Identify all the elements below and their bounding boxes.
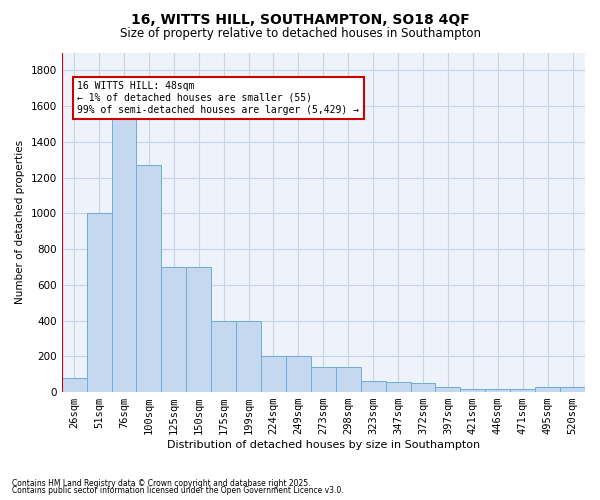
Text: 16 WITTS HILL: 48sqm
← 1% of detached houses are smaller (55)
99% of semi-detach: 16 WITTS HILL: 48sqm ← 1% of detached ho… [77,82,359,114]
Bar [361,382,386,392]
Bar [535,386,560,392]
Bar [112,110,136,392]
Text: Contains public sector information licensed under the Open Government Licence v3: Contains public sector information licen… [12,486,344,495]
Bar [286,356,311,392]
Bar [336,367,361,392]
Bar [485,388,510,392]
Bar [510,388,535,392]
Bar [261,356,286,392]
Text: Size of property relative to detached houses in Southampton: Size of property relative to detached ho… [119,28,481,40]
Bar [311,367,336,392]
Bar [62,378,86,392]
Bar [211,320,236,392]
Bar [161,267,186,392]
Bar [86,214,112,392]
Text: Contains HM Land Registry data © Crown copyright and database right 2025.: Contains HM Land Registry data © Crown c… [12,478,311,488]
Bar [436,386,460,392]
Bar [460,388,485,392]
Bar [186,267,211,392]
Bar [410,383,436,392]
Bar [236,320,261,392]
Bar [136,165,161,392]
Bar [560,386,585,392]
Y-axis label: Number of detached properties: Number of detached properties [15,140,25,304]
Bar [386,382,410,392]
X-axis label: Distribution of detached houses by size in Southampton: Distribution of detached houses by size … [167,440,480,450]
Text: 16, WITTS HILL, SOUTHAMPTON, SO18 4QF: 16, WITTS HILL, SOUTHAMPTON, SO18 4QF [131,12,469,26]
